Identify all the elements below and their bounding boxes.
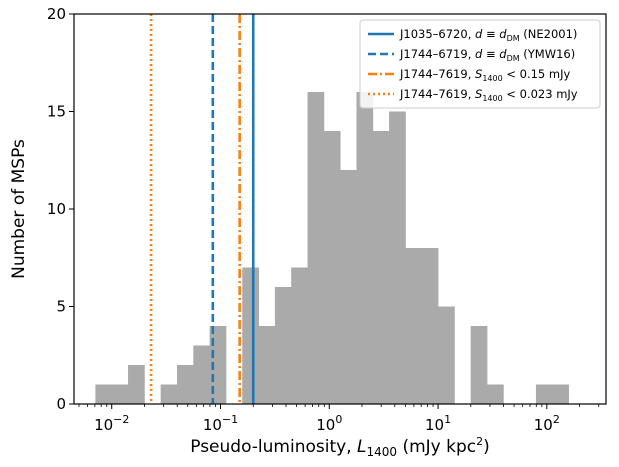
histogram-bar xyxy=(552,384,569,404)
histogram-bar xyxy=(307,92,325,404)
legend-label: J1744–7619, S1400 < 0.15 mJy xyxy=(399,67,570,83)
y-tick-label: 10 xyxy=(47,200,66,218)
histogram-bar xyxy=(291,267,308,404)
histogram-bar xyxy=(274,287,292,404)
y-tick-label: 0 xyxy=(56,395,66,413)
x-axis-title-unit: (mJy kpc xyxy=(397,437,476,457)
histogram-bar xyxy=(421,248,439,404)
x-axis-title-prefix: Pseudo-luminosity, xyxy=(190,437,357,457)
histogram-bar xyxy=(111,384,129,404)
histogram-bar xyxy=(95,384,113,404)
legend-label: J1035–6720, d ≡ dDM (NE2001) xyxy=(399,27,577,43)
histogram-bar xyxy=(176,365,194,404)
histogram-bar xyxy=(193,345,211,404)
y-axis-ticks: 0 5 10 15 20 xyxy=(47,5,74,413)
histogram-bar xyxy=(160,384,178,404)
histogram-bar xyxy=(356,92,374,404)
x-axis-title-sup: 2 xyxy=(476,435,483,448)
x-axis-title-var: L xyxy=(357,437,366,457)
x-axis-title: Pseudo-luminosity, L1400 (mJy kpc2) xyxy=(190,435,490,459)
y-axis-title: Number of MSPs xyxy=(9,139,29,279)
histogram-bar xyxy=(340,170,357,404)
legend-label: J1744–7619, S1400 < 0.023 mJy xyxy=(399,87,578,103)
histogram-bar xyxy=(486,384,504,404)
histogram-bar xyxy=(128,365,145,404)
reference-lines xyxy=(149,14,255,404)
histogram-bar xyxy=(438,306,455,404)
y-tick-label: 5 xyxy=(56,298,66,316)
y-tick-label: 20 xyxy=(47,5,66,23)
histogram-bar xyxy=(323,131,341,404)
histogram-bar xyxy=(242,267,259,404)
x-tick-label: 10−1 xyxy=(203,413,238,434)
legend: J1035–6720, d ≡ dDM (NE2001) J1744–6719, … xyxy=(359,19,601,109)
x-axis-ticks: 10−2 10−1 100 101 102 xyxy=(78,404,600,434)
histogram-bars xyxy=(95,92,569,404)
histogram-bar xyxy=(372,131,390,404)
x-axis-title-sub: 1400 xyxy=(367,445,398,459)
x-tick-label: 101 xyxy=(425,413,451,434)
legend-label: J1744–6719, d ≡ dDM (YMW16) xyxy=(399,47,575,63)
x-tick-label: 100 xyxy=(316,413,342,434)
histogram-bar xyxy=(258,326,276,404)
x-tick-label: 10−2 xyxy=(94,413,129,434)
histogram-bar xyxy=(405,248,423,404)
y-tick-label: 15 xyxy=(47,103,66,121)
x-axis-title-close: ) xyxy=(483,437,490,457)
histogram-bar xyxy=(470,326,488,404)
legend-box xyxy=(359,19,601,109)
histogram-bar xyxy=(535,384,553,404)
x-tick-label: 102 xyxy=(534,413,560,434)
histogram-bar xyxy=(389,111,406,404)
